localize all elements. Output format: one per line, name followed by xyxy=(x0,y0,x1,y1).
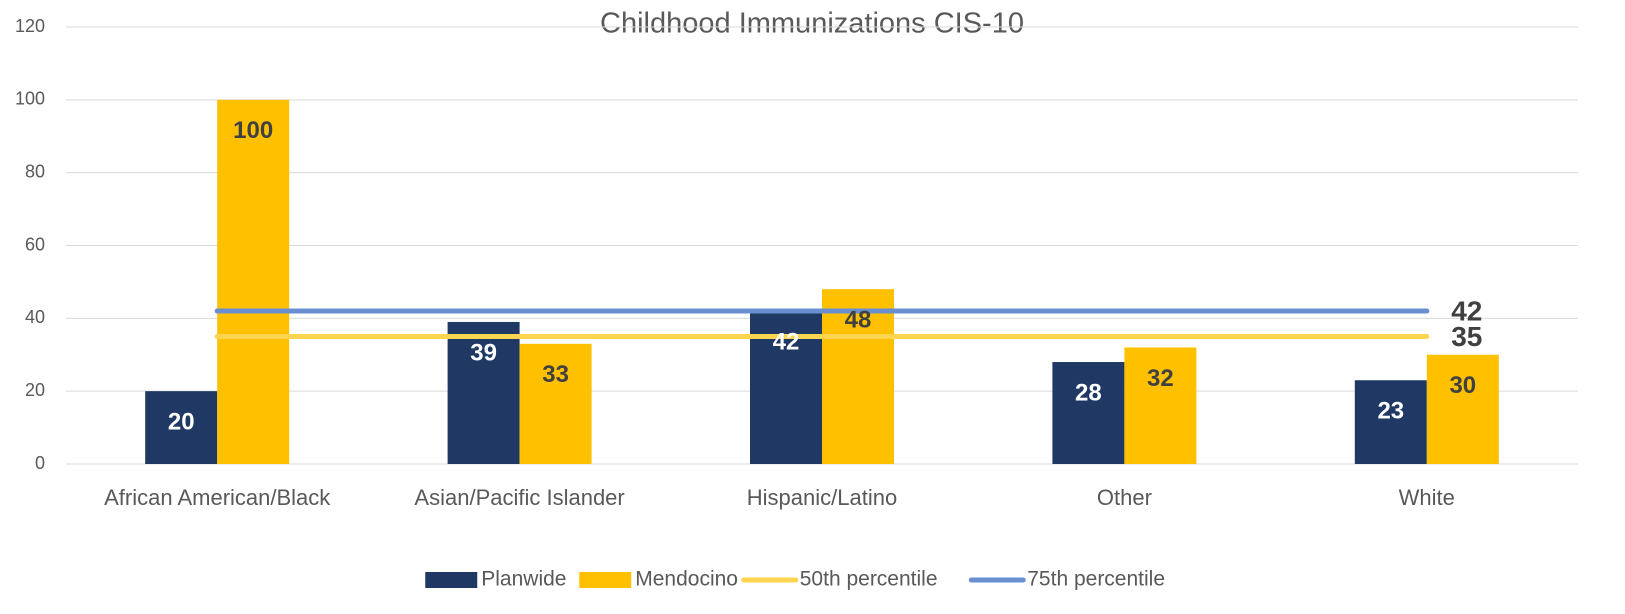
data-label: 42 xyxy=(773,328,800,355)
y-tick-label: 60 xyxy=(25,234,45,254)
bar xyxy=(1124,347,1197,464)
bar xyxy=(447,321,520,464)
data-label: 33 xyxy=(542,361,569,388)
data-label: 30 xyxy=(1449,372,1476,399)
legend-label: 75th percentile xyxy=(1027,568,1165,591)
chart-title: Childhood Immunizations CIS-10 xyxy=(600,8,1024,40)
data-label: 23 xyxy=(1377,398,1404,425)
legend-swatch xyxy=(425,572,478,588)
y-tick-label: 0 xyxy=(35,453,45,473)
x-tick-label: Asian/Pacific Islander xyxy=(414,485,624,510)
bar xyxy=(519,343,592,464)
legend-label: 50th percentile xyxy=(800,568,938,591)
bar xyxy=(1426,354,1499,464)
x-tick-label: Other xyxy=(1097,485,1152,510)
legend-label: Mendocino xyxy=(635,568,738,591)
data-label: 20 xyxy=(168,409,195,436)
data-label: 28 xyxy=(1075,379,1102,406)
bar xyxy=(822,289,894,464)
bar xyxy=(1052,362,1125,464)
x-tick-label: White xyxy=(1399,485,1455,510)
y-tick-label: 120 xyxy=(15,16,45,36)
bar xyxy=(217,99,290,464)
y-tick-label: 80 xyxy=(25,161,45,181)
y-tick-label: 40 xyxy=(25,307,45,327)
data-label: 39 xyxy=(470,339,497,366)
line-label: 42 xyxy=(1451,295,1482,326)
x-tick-label: African American/Black xyxy=(104,485,331,510)
y-tick-label: 20 xyxy=(25,380,45,400)
data-label: 48 xyxy=(845,307,872,334)
line-label: 35 xyxy=(1451,321,1482,352)
x-tick-label: Hispanic/Latino xyxy=(747,485,897,510)
y-tick-label: 100 xyxy=(15,89,45,109)
bar xyxy=(1354,380,1427,464)
data-label: 100 xyxy=(233,117,273,144)
legend-label: Planwide xyxy=(481,568,566,591)
data-label: 32 xyxy=(1147,365,1174,392)
legend-swatch xyxy=(579,572,632,588)
bar xyxy=(145,391,218,464)
